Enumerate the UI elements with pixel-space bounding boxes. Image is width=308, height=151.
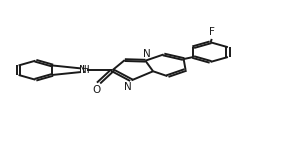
Text: N: N — [143, 49, 151, 59]
Text: N: N — [79, 65, 86, 75]
Text: N: N — [124, 82, 132, 92]
Text: H: H — [82, 65, 90, 75]
Text: O: O — [92, 85, 100, 95]
Text: F: F — [209, 27, 215, 37]
